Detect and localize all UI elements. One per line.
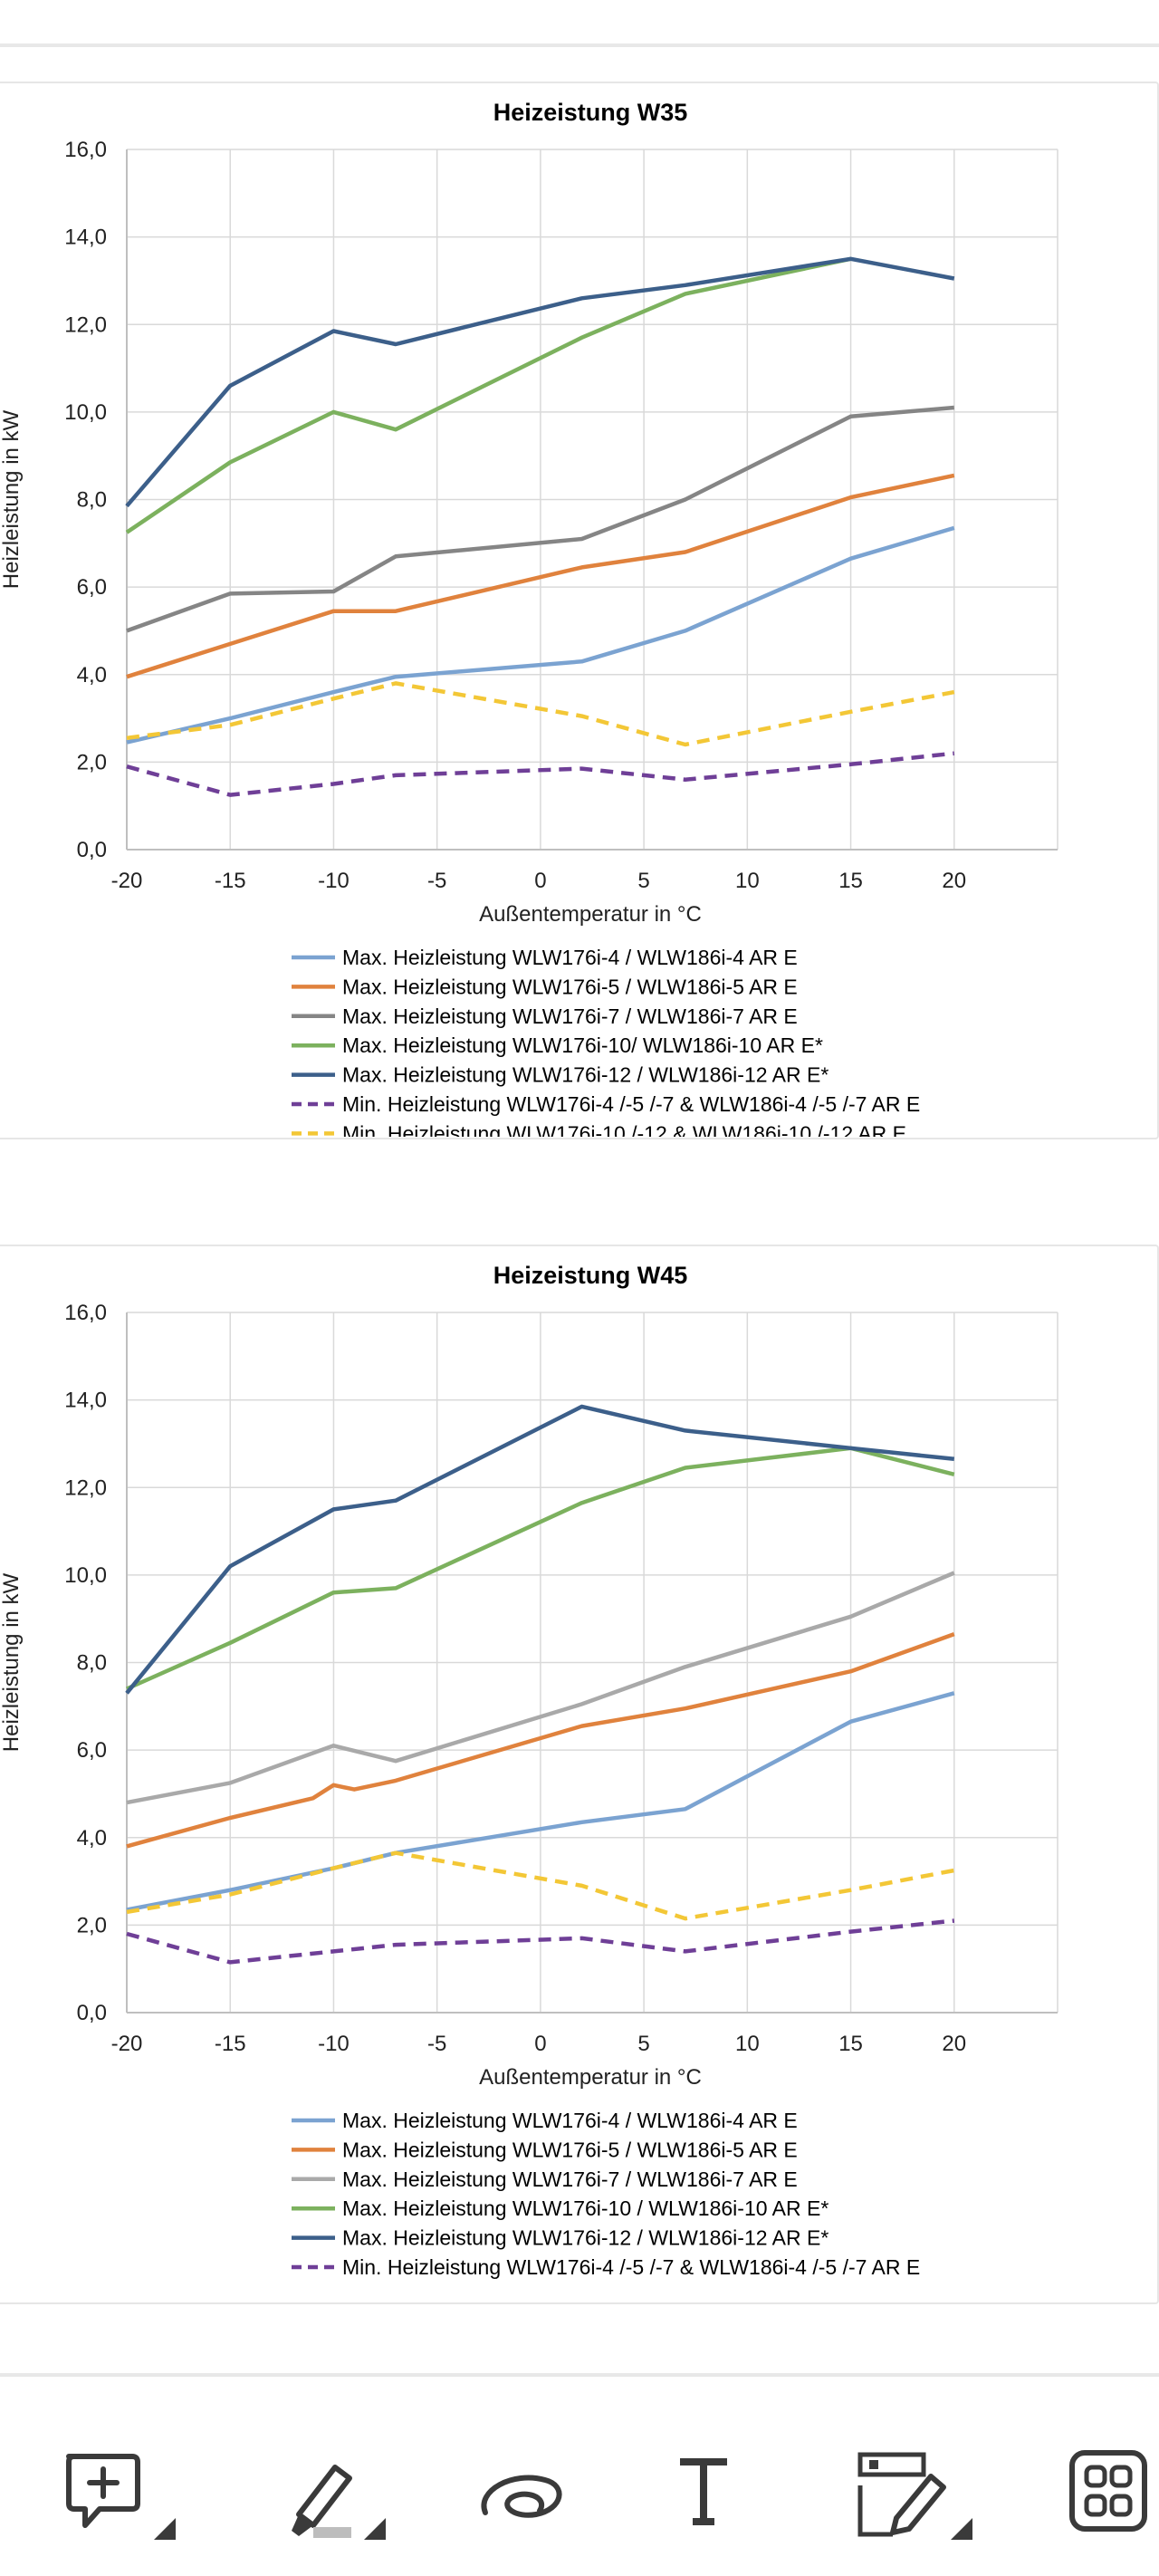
y-tick-label: 10,0: [64, 400, 107, 425]
x-tick-label: 10: [735, 869, 760, 893]
text-icon: [680, 2458, 727, 2525]
legend-entry: Min. Heizleistung WLW176i-4 /-5 /-7 & WL…: [342, 2255, 920, 2279]
annotation-toolbar: [0, 2377, 1159, 2576]
add-comment-button[interactable]: [63, 2449, 181, 2549]
y-tick-label: 14,0: [64, 1389, 107, 1413]
series-line-7: [126, 681, 955, 747]
series-line-4: [126, 1446, 955, 1691]
series-line-5: [125, 256, 955, 508]
y-tick-label: 12,0: [64, 312, 107, 337]
series-line-1: [126, 525, 955, 745]
legend-entry: Max. Heizleistung WLW176i-4 / WLW186i-4 …: [342, 946, 798, 969]
x-tick-label: -10: [318, 869, 350, 893]
legend-entry: Max. Heizleistung WLW176i-7 / WLW186i-7 …: [342, 1004, 798, 1028]
x-tick-label: -15: [215, 869, 246, 893]
chart-page-w45: [0, 1245, 1159, 2304]
y-tick-label: 2,0: [77, 1913, 107, 1937]
x-tick-label: 20: [942, 869, 966, 893]
y-tick-label: 8,0: [77, 488, 107, 513]
y-tick-label: 10,0: [64, 1563, 107, 1588]
legend-entry: Max. Heizleistung WLW176i-12 / WLW186i-1…: [342, 2226, 829, 2250]
series-line-3: [126, 1571, 955, 1805]
legend-entry: Max. Heizleistung WLW176i-7 / WLW186i-7 …: [342, 2167, 798, 2191]
x-tick-label: -5: [427, 2032, 446, 2056]
x-axis-label: Außentemperatur in °C: [479, 2065, 702, 2090]
legend-entry: Max. Heizleistung WLW176i-12 / WLW186i-1…: [342, 1063, 829, 1087]
x-tick-label: -10: [318, 2032, 350, 2056]
signature-button[interactable]: [857, 2449, 974, 2549]
y-tick-label: 12,0: [64, 1475, 107, 1500]
lasso-icon: [481, 2475, 562, 2518]
chart-page-w35: [0, 82, 1159, 1139]
chart-title: Heizeistung W35: [493, 99, 688, 126]
series-line-2: [126, 1631, 955, 1849]
x-tick-label: -20: [111, 869, 143, 893]
x-tick-label: -5: [427, 869, 446, 893]
highlighter-button[interactable]: [272, 2449, 389, 2549]
toolbar-divider: [0, 2373, 1159, 2377]
y-tick-label: 6,0: [77, 1738, 107, 1763]
x-tick-label: 0: [534, 2032, 546, 2056]
legend-entry: Max. Heizleistung WLW176i-5 / WLW186i-5 …: [342, 2138, 798, 2161]
legend-entry: Min. Heizleistung WLW176i-4 /-5 /-7 & WL…: [342, 1092, 920, 1116]
legend-entry: Max. Heizleistung WLW176i-4 / WLW186i-4 …: [342, 2109, 798, 2132]
x-tick-label: 5: [637, 869, 649, 893]
y-tick-label: 0,0: [77, 838, 107, 862]
x-tick-label: 15: [838, 869, 863, 893]
x-tick-label: 15: [838, 2032, 863, 2056]
lasso-button[interactable]: [473, 2449, 572, 2549]
x-axis-label: Außentemperatur in °C: [479, 902, 702, 927]
series-line-3: [126, 405, 954, 633]
y-axis-label: Heizleistung in kW: [0, 409, 24, 589]
y-tick-label: 4,0: [77, 1826, 107, 1850]
y-tick-label: 4,0: [77, 663, 107, 687]
series-line-2: [126, 473, 955, 679]
chart-w45: 0,0 2,0 4,0 6,0 8,0 10,0 12,0 14,0 16,0 -20 -15 -10…: [0, 1262, 1058, 2279]
x-tick-label: 10: [735, 2032, 760, 2056]
y-tick-label: 2,0: [77, 750, 107, 774]
series-line-4: [125, 256, 852, 534]
text-tool-button[interactable]: [675, 2449, 738, 2549]
legend-entry: Max. Heizleistung WLW176i-10 / WLW186i-1…: [342, 2196, 829, 2220]
series-line-7: [126, 1850, 955, 1921]
legend-entry: Max. Heizleistung WLW176i-5 / WLW186i-5 …: [342, 975, 798, 998]
comment-plus-icon: [66, 2454, 176, 2540]
grid-apps-icon: [1069, 2450, 1147, 2532]
chart-w35: 0,0 2,0 4,0 6,0 8,0 10,0 12,0 14,0 16,0 -20 -15 -10…: [0, 99, 1058, 1137]
y-axis-label: Heizleistung in kW: [0, 1572, 24, 1752]
signature-pen-icon: [857, 2452, 972, 2540]
x-tick-label: -20: [111, 2032, 143, 2056]
legend-entry: Min. Heizleistung WLW176i-10 /-12 & WLW1…: [342, 1121, 906, 1137]
x-tick-label: 0: [534, 869, 546, 893]
highlighter-icon: [292, 2465, 386, 2540]
series-line-1: [126, 1691, 955, 1912]
y-tick-label: 0,0: [77, 2001, 107, 2025]
x-tick-label: -15: [215, 2032, 246, 2056]
x-tick-label: 20: [942, 2032, 966, 2056]
legend-entry: Max. Heizleistung WLW176i-10/ WLW186i-10…: [342, 1033, 823, 1057]
y-tick-label: 16,0: [64, 138, 107, 162]
y-tick-label: 16,0: [64, 1301, 107, 1325]
chart-title: Heizeistung W45: [493, 1262, 688, 1289]
x-tick-label: 5: [637, 2032, 649, 2056]
more-tools-button[interactable]: [1068, 2449, 1159, 2549]
series-line-5: [125, 1404, 955, 1695]
y-tick-label: 6,0: [77, 575, 107, 600]
y-tick-label: 14,0: [64, 226, 107, 250]
top-divider: [0, 43, 1159, 47]
y-tick-label: 8,0: [77, 1651, 107, 1676]
